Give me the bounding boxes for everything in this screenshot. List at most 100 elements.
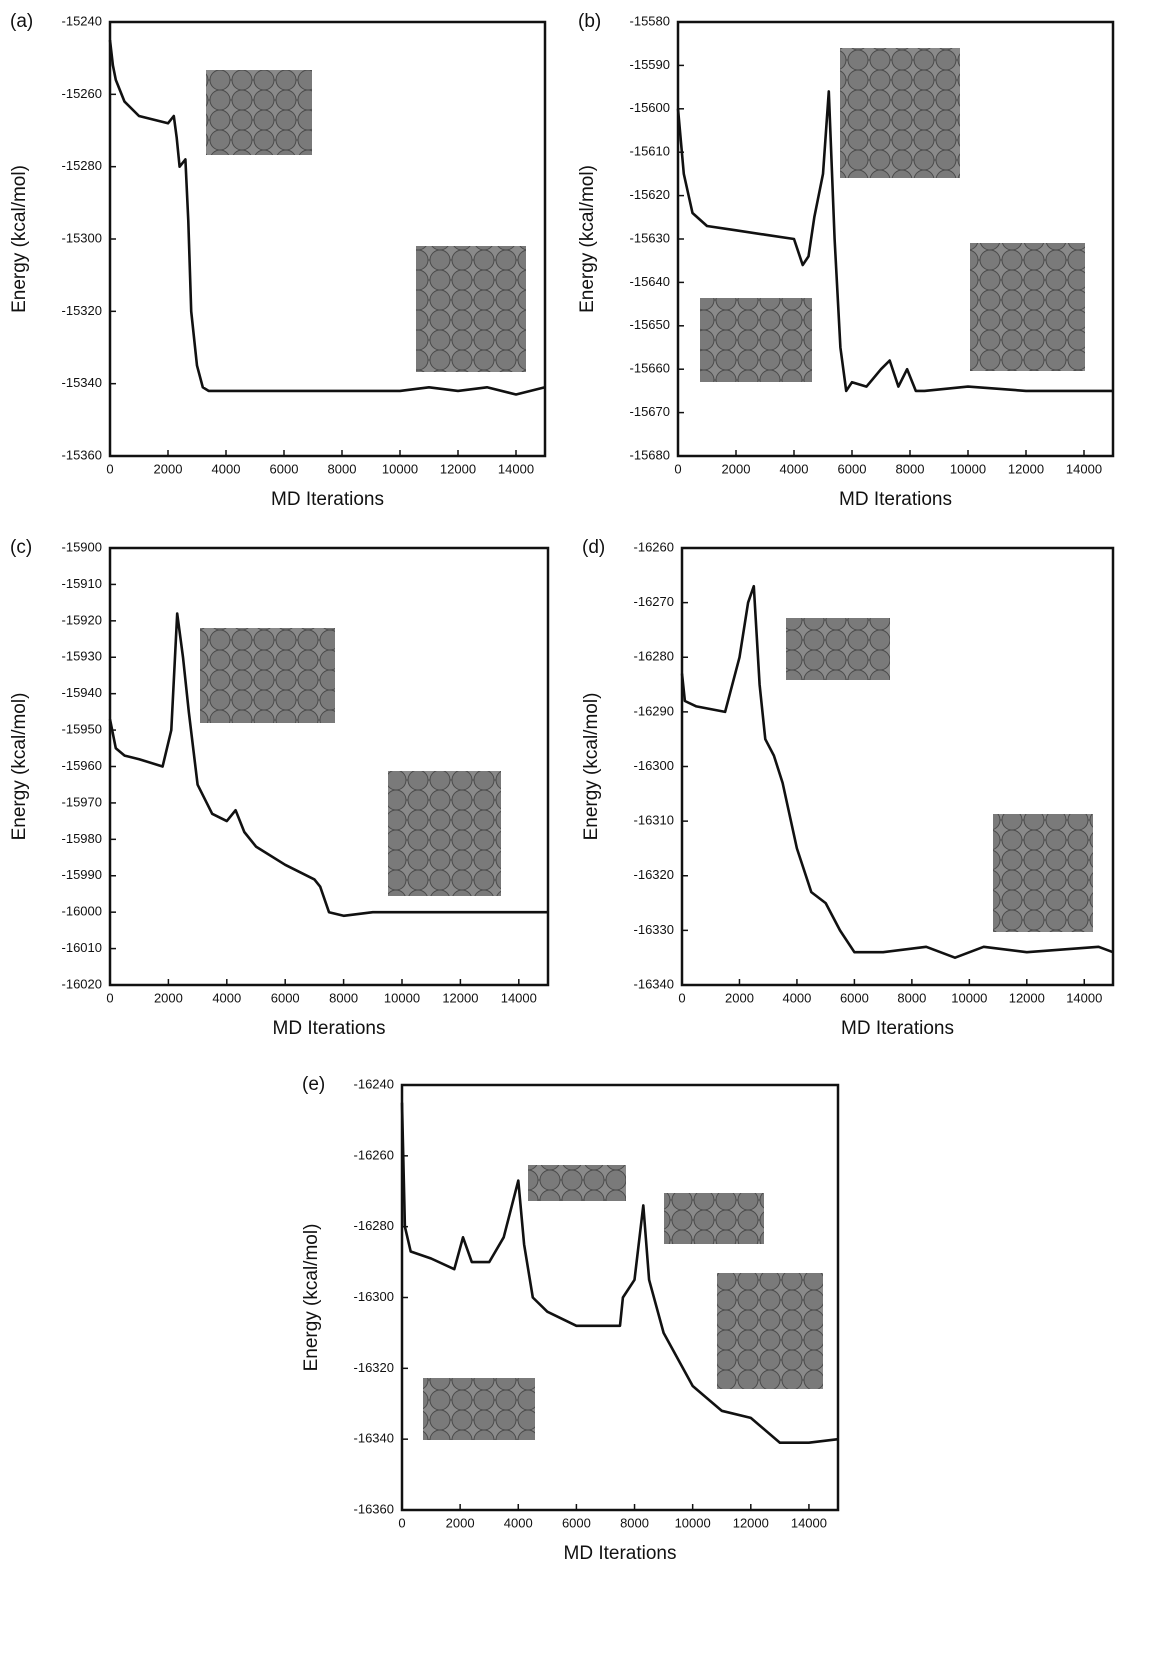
y-tick-label: -15260 — [62, 86, 102, 101]
panel-label: (e) — [302, 1074, 325, 1095]
y-tick-label: -15610 — [630, 144, 670, 159]
x-tick-label: 10000 — [382, 461, 418, 476]
x-tick-label: 10000 — [950, 461, 986, 476]
x-tick-label: 14000 — [501, 990, 537, 1005]
x-tick-label: 2000 — [725, 990, 754, 1005]
panel-label: (a) — [10, 11, 33, 32]
panel: 0 2000 4000 6000 8000 10000 12000 14000 -15680 -1… — [577, 11, 1115, 510]
y-tick-label: -15940 — [62, 685, 102, 700]
y-tick-label: -15670 — [630, 404, 670, 419]
y-tick-label: -16340 — [634, 976, 674, 991]
x-axis-label: MD Iterations — [271, 489, 384, 510]
y-axis-label: Energy (kcal/mol) — [577, 165, 598, 313]
x-axis-label: MD Iterations — [564, 1543, 677, 1564]
y-tick-label: -15580 — [630, 13, 670, 28]
x-tick-label: 12000 — [440, 461, 476, 476]
x-tick-label: 6000 — [271, 990, 300, 1005]
inset-image — [970, 243, 1085, 371]
x-tick-label: 0 — [106, 461, 113, 476]
energy-line — [108, 612, 548, 918]
y-tick-label: -16240 — [354, 1076, 394, 1091]
x-axis-label: MD Iterations — [839, 489, 952, 510]
x-tick-label: 0 — [674, 461, 681, 476]
x-tick-label: 4000 — [780, 461, 809, 476]
x-tick-label: 6000 — [840, 990, 869, 1005]
y-axis-label: Energy (kcal/mol) — [9, 165, 30, 313]
y-tick-label: -16310 — [634, 813, 674, 828]
inset-image — [206, 70, 312, 155]
y-axis-label: Energy (kcal/mol) — [581, 693, 602, 841]
x-tick-label: 14000 — [791, 1515, 827, 1530]
y-tick-label: -15980 — [62, 831, 102, 846]
x-tick-label: 6000 — [838, 461, 867, 476]
x-axis-label: MD Iterations — [841, 1018, 954, 1039]
x-tick-label: 8000 — [328, 461, 357, 476]
x-tick-label: 6000 — [270, 461, 299, 476]
y-tick-label: -16280 — [354, 1218, 394, 1233]
y-tick-label: -15920 — [62, 612, 102, 627]
y-tick-label: -16330 — [634, 922, 674, 937]
y-axis-label: Energy (kcal/mol) — [301, 1224, 322, 1372]
insets — [200, 48, 1093, 1440]
panel: 0 2000 4000 6000 8000 10000 12000 14000 -16340 -1… — [581, 537, 1115, 1039]
panel: 0 2000 4000 6000 8000 10000 12000 14000 -16020 -1… — [9, 537, 550, 1039]
panel: 0 2000 4000 6000 8000 10000 12000 14000 -15360 -1… — [9, 11, 547, 510]
x-tick-label: 4000 — [782, 990, 811, 1005]
y-tick-label: -15930 — [62, 649, 102, 664]
energy-line — [108, 39, 546, 396]
x-tick-label: 12000 — [1008, 461, 1044, 476]
x-tick-label: 10000 — [675, 1515, 711, 1530]
inset-image — [664, 1193, 764, 1244]
x-tick-label: 10000 — [951, 990, 987, 1005]
inset-image — [717, 1273, 823, 1389]
x-tick-label: 12000 — [442, 990, 478, 1005]
x-tick-label: 2000 — [722, 461, 751, 476]
energy-line — [400, 1102, 839, 1444]
x-tick-label: 12000 — [733, 1515, 769, 1530]
y-tick-label: -16300 — [354, 1289, 394, 1304]
y-tick-label: -16320 — [354, 1360, 394, 1375]
inset-image — [786, 618, 890, 680]
x-tick-label: 14000 — [1066, 990, 1102, 1005]
x-tick-label: 10000 — [384, 990, 420, 1005]
x-tick-label: 4000 — [212, 990, 241, 1005]
x-tick-label: 6000 — [562, 1515, 591, 1530]
y-tick-label: -15970 — [62, 794, 102, 809]
x-tick-label: 2000 — [446, 1515, 475, 1530]
y-tick-label: -15620 — [630, 187, 670, 202]
y-tick-label: -16340 — [354, 1431, 394, 1446]
y-tick-label: -16290 — [634, 703, 674, 718]
inset-image — [200, 628, 335, 723]
y-tick-label: -15910 — [62, 576, 102, 591]
y-tick-label: -15280 — [62, 158, 102, 173]
y-tick-label: -15360 — [62, 447, 102, 462]
y-tick-label: -15640 — [630, 274, 670, 289]
inset-image — [528, 1165, 626, 1201]
x-tick-label: 8000 — [329, 990, 358, 1005]
x-tick-label: 0 — [678, 990, 685, 1005]
y-tick-label: -15240 — [62, 13, 102, 28]
y-tick-label: -16260 — [634, 539, 674, 554]
y-tick-label: -15630 — [630, 230, 670, 245]
y-tick-label: -15590 — [630, 57, 670, 72]
y-tick-label: -16320 — [634, 867, 674, 882]
y-tick-label: -15960 — [62, 758, 102, 773]
inset-image — [423, 1378, 535, 1440]
panel-label: (b) — [578, 11, 601, 32]
x-tick-label: 4000 — [212, 461, 241, 476]
inset-image — [840, 48, 960, 178]
x-tick-label: 0 — [106, 990, 113, 1005]
inset-image — [700, 298, 812, 382]
inset-image — [416, 246, 526, 372]
y-tick-label: -15300 — [62, 230, 102, 245]
panel-label: (c) — [10, 537, 32, 558]
y-tick-label: -16000 — [62, 904, 102, 919]
x-tick-label: 14000 — [1066, 461, 1102, 476]
y-axis-label: Energy (kcal/mol) — [9, 693, 30, 841]
x-tick-label: 12000 — [1009, 990, 1045, 1005]
x-axis-label: MD Iterations — [273, 1018, 386, 1039]
y-tick-label: -16020 — [62, 976, 102, 991]
y-tick-label: -16260 — [354, 1147, 394, 1162]
x-tick-label: 2000 — [154, 461, 183, 476]
